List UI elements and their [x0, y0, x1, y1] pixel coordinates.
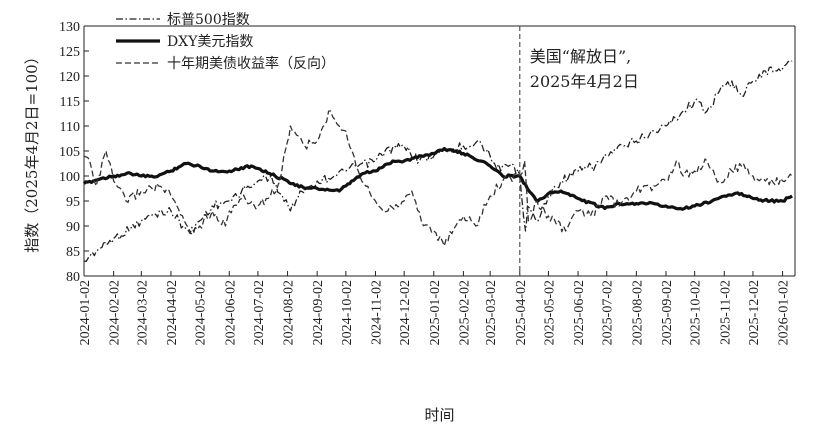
- y-axis-title: 指数（2025年4月2日=100）: [23, 49, 41, 252]
- x-tick-label: 2025-08-02: [630, 280, 645, 345]
- series-layer: [82, 60, 793, 263]
- series-line-2: [83, 110, 793, 247]
- series-line-0: [83, 60, 793, 263]
- y-tick-label: 90: [66, 220, 80, 235]
- legend-label-1: DXY美元指数: [167, 34, 253, 50]
- x-tick-label: 2024-02-02: [108, 280, 123, 345]
- x-tick-label: 2025-03-02: [484, 280, 499, 345]
- legend-label-0: 标普500指数: [167, 12, 250, 28]
- y-tick-label: 105: [59, 145, 80, 160]
- x-tick-label: 2025-12-02: [747, 280, 762, 345]
- x-tick-label: 2025-11-02: [718, 280, 733, 345]
- x-tick-label: 2024-09-02: [311, 280, 326, 345]
- annotation-text-line2: 2025年4月2日: [530, 72, 639, 91]
- x-tick-label: 2025-07-02: [601, 280, 616, 345]
- x-tick-label: 2025-01-02: [428, 280, 443, 345]
- x-axis-title: 时间: [424, 406, 454, 424]
- x-tick-label: 2024-12-02: [398, 280, 413, 345]
- annotation-text-line1: 美国“解放日”,: [530, 47, 631, 66]
- x-tick-label: 2024-04-02: [165, 280, 180, 345]
- y-tick-label: 120: [59, 70, 80, 85]
- x-tick-label: 2024-06-02: [223, 280, 238, 345]
- y-axis-ticks: 80 85 90 95 100 105 110 115 120 125 130: [59, 20, 89, 285]
- x-tick-label: 2025-09-02: [660, 280, 675, 345]
- y-tick-label: 100: [59, 170, 80, 185]
- x-tick-label: 2024-01-02: [78, 280, 93, 345]
- y-tick-label: 110: [60, 120, 80, 135]
- x-tick-label: 2025-06-02: [572, 280, 587, 345]
- y-tick-label: 85: [66, 245, 80, 260]
- y-tick-label: 95: [66, 195, 80, 210]
- y-tick-label: 125: [59, 45, 80, 60]
- x-tick-label: 2025-05-02: [542, 280, 557, 345]
- x-tick-label: 2024-08-02: [282, 280, 297, 345]
- x-tick-label: 2025-02-02: [457, 280, 472, 345]
- x-tick-label: 2024-05-02: [194, 280, 209, 345]
- x-tick-label: 2024-03-02: [135, 280, 150, 345]
- x-tick-label: 2024-11-02: [369, 280, 384, 345]
- x-tick-label: 2024-07-02: [252, 280, 267, 345]
- x-tick-label: 2025-04-02: [514, 280, 529, 345]
- annotation-layer: 美国“解放日”, 2025年4月2日: [519, 26, 639, 276]
- x-tick-label: 2024-10-02: [340, 280, 355, 345]
- x-axis-ticks: 2024-01-02 2024-02-02 2024-03-02 2024-04-02…: [78, 271, 792, 345]
- series-line-1: [82, 146, 793, 211]
- x-tick-label: 2026-01-02: [777, 280, 792, 345]
- y-tick-label: 115: [60, 95, 80, 110]
- y-tick-label: 130: [59, 20, 80, 35]
- x-tick-label: 2025-10-02: [689, 280, 704, 345]
- y-tick-label: 80: [66, 270, 80, 285]
- legend-label-2: 十年期美债收益率（反向）: [167, 55, 335, 72]
